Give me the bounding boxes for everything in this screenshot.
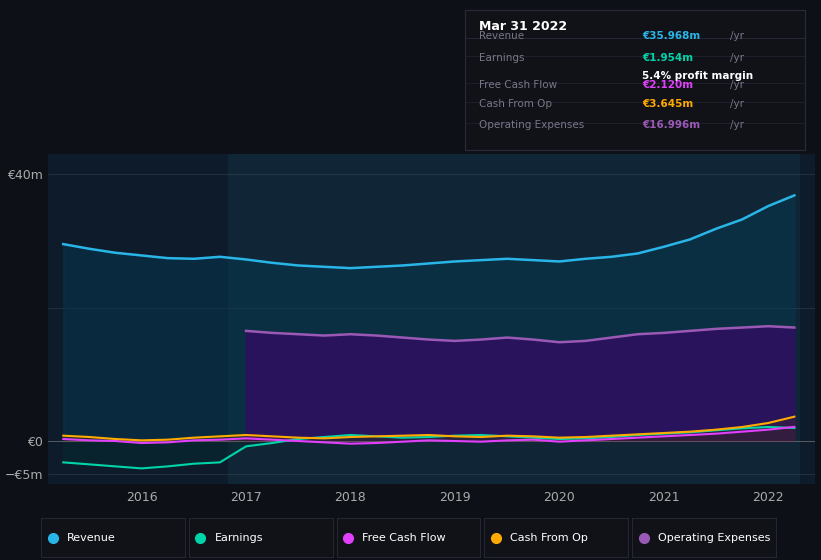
- Text: Operating Expenses: Operating Expenses: [479, 120, 584, 130]
- Text: Operating Expenses: Operating Expenses: [658, 533, 770, 543]
- Text: Revenue: Revenue: [479, 31, 524, 41]
- Text: /yr: /yr: [730, 120, 744, 130]
- Text: Cash From Op: Cash From Op: [479, 100, 552, 109]
- Text: Mar 31 2022: Mar 31 2022: [479, 20, 566, 33]
- Text: /yr: /yr: [730, 31, 744, 41]
- Text: /yr: /yr: [730, 53, 744, 63]
- Text: Free Cash Flow: Free Cash Flow: [479, 80, 557, 90]
- Text: €16.996m: €16.996m: [642, 120, 700, 130]
- Text: 5.4% profit margin: 5.4% profit margin: [642, 71, 753, 81]
- Text: Earnings: Earnings: [215, 533, 264, 543]
- Text: Earnings: Earnings: [479, 53, 524, 63]
- Text: Revenue: Revenue: [67, 533, 116, 543]
- Text: Cash From Op: Cash From Op: [511, 533, 588, 543]
- Text: €1.954m: €1.954m: [642, 53, 693, 63]
- Text: /yr: /yr: [730, 100, 744, 109]
- Text: Free Cash Flow: Free Cash Flow: [362, 533, 446, 543]
- Text: €3.645m: €3.645m: [642, 100, 693, 109]
- Text: /yr: /yr: [730, 80, 744, 90]
- Text: €2.120m: €2.120m: [642, 80, 693, 90]
- Text: €35.968m: €35.968m: [642, 31, 700, 41]
- Bar: [228, 154, 800, 484]
